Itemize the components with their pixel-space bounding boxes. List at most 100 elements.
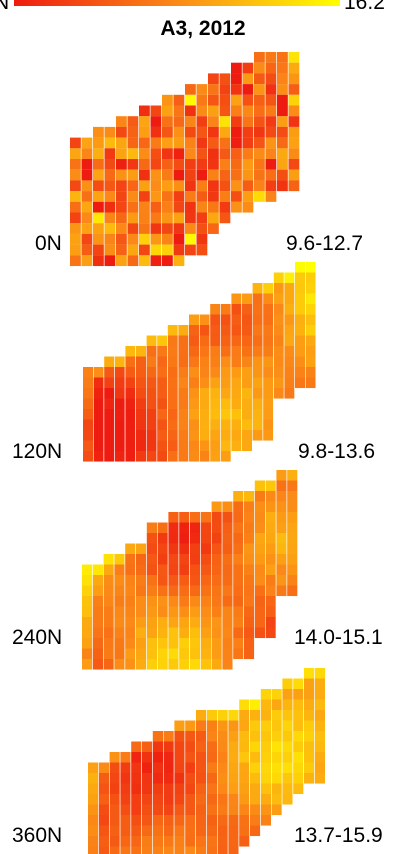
heatmap-cell [210, 304, 221, 315]
heatmap-cell [103, 564, 114, 576]
heatmap-cell [168, 596, 179, 607]
heatmap-cell [211, 564, 222, 576]
heatmap-cell [152, 836, 163, 847]
heatmap-cell [157, 522, 168, 534]
heatmap-cell [304, 741, 315, 753]
heatmap-cell [83, 440, 93, 452]
heatmap-cell [314, 762, 325, 774]
heatmap-cell [196, 731, 207, 742]
heatmap-cell [210, 409, 221, 420]
heatmap-cell [185, 731, 196, 742]
heatmap-cell [103, 585, 114, 597]
heatmap-cell [168, 585, 179, 597]
heatmap-cell [305, 335, 316, 347]
heatmap-cell [150, 148, 162, 160]
heatmap-cell [185, 126, 196, 138]
heatmap-cell [162, 94, 173, 106]
heatmap-cell [83, 398, 93, 410]
heatmap-cell [157, 648, 168, 660]
heatmap-cell [242, 84, 254, 95]
heatmap-cell [295, 262, 305, 273]
heatmap-cell [231, 314, 242, 326]
heatmap-cell [146, 659, 157, 670]
heatmap-cell [231, 398, 242, 410]
heatmap-cell [219, 105, 231, 117]
heatmap-cell [295, 367, 305, 378]
heatmap-cell [233, 512, 244, 523]
heatmap-cell [210, 451, 221, 462]
heatmap-cell [200, 659, 211, 670]
heatmap-cell [142, 815, 153, 826]
heatmap-cell [277, 148, 288, 160]
heatmap-cell [254, 191, 265, 202]
heatmap-cell [196, 137, 208, 149]
heatmap-cell [93, 148, 104, 160]
heatmap-cell [178, 335, 189, 347]
heatmap-cell [127, 191, 139, 202]
heatmap-cell [250, 773, 261, 784]
heatmap-cell [83, 409, 93, 420]
heatmap-cell [305, 346, 316, 357]
heatmap-cell [88, 846, 99, 854]
heatmap-cell [168, 512, 179, 523]
heatmap-cell [244, 564, 255, 576]
heatmap-cell [139, 159, 150, 170]
heatmap-cell [114, 430, 125, 441]
heatmap-cell [233, 501, 244, 513]
heatmap-cell [210, 419, 221, 431]
heatmap-cell [271, 710, 282, 721]
heatmap-cell [233, 606, 244, 618]
heatmap-cell [304, 731, 315, 742]
heatmap-cell [196, 159, 208, 170]
heatmap-cell [189, 398, 199, 410]
heatmap-cell [210, 440, 221, 452]
heatmap-cell [173, 94, 185, 106]
heatmap-cell [271, 720, 282, 732]
heatmap-cell [250, 699, 261, 711]
heatmap-cell [231, 148, 242, 160]
heatmap-cell [228, 741, 239, 753]
heatmap-cell [276, 501, 287, 513]
heatmap-cell [82, 564, 93, 576]
heatmap-cell [125, 585, 136, 597]
heatmap-cell [163, 846, 174, 854]
heatmap-cell [254, 501, 265, 513]
heatmap-cell [103, 659, 114, 670]
heatmap-cell [265, 126, 277, 138]
heatmap-cell [93, 201, 104, 213]
heatmap-cell [231, 377, 242, 389]
heatmap-cell [125, 596, 136, 607]
heatmap-cell [254, 62, 265, 74]
heatmap-cell [252, 409, 263, 420]
heatmap-cell [254, 585, 265, 597]
heatmap-cell [242, 169, 254, 181]
heatmap-cell [125, 367, 136, 378]
heatmap-cell [260, 815, 271, 826]
heatmap-cell [199, 377, 210, 389]
heatmap-cell [242, 419, 252, 431]
heatmap-cell [211, 596, 222, 607]
heatmap-cell [163, 815, 174, 826]
heatmap-cell [82, 659, 93, 670]
heatmap-cell [206, 720, 217, 732]
heatmap-cell [125, 398, 136, 410]
heatmap-cell [265, 617, 276, 628]
heatmap-cell [242, 398, 252, 410]
heatmap-cell [162, 137, 173, 149]
heatmap-cell [120, 815, 131, 826]
heatmap-cell [157, 356, 168, 368]
chart-title: A3, 2012 [160, 17, 246, 40]
heatmap-cell [228, 825, 239, 837]
heatmap-cell [260, 741, 271, 753]
heatmap-cell [220, 304, 231, 315]
heatmap-cell [284, 272, 295, 284]
heatmap-cell [239, 741, 250, 753]
heatmap-cell [271, 773, 282, 784]
heatmap-cell [173, 169, 185, 181]
heatmap-cell [211, 575, 222, 586]
heatmap-cell [265, 73, 277, 85]
heatmap-cell [254, 169, 265, 181]
heatmap-cell [104, 430, 115, 441]
heatmap-cell [70, 212, 81, 224]
heatmap-cell [179, 648, 190, 660]
